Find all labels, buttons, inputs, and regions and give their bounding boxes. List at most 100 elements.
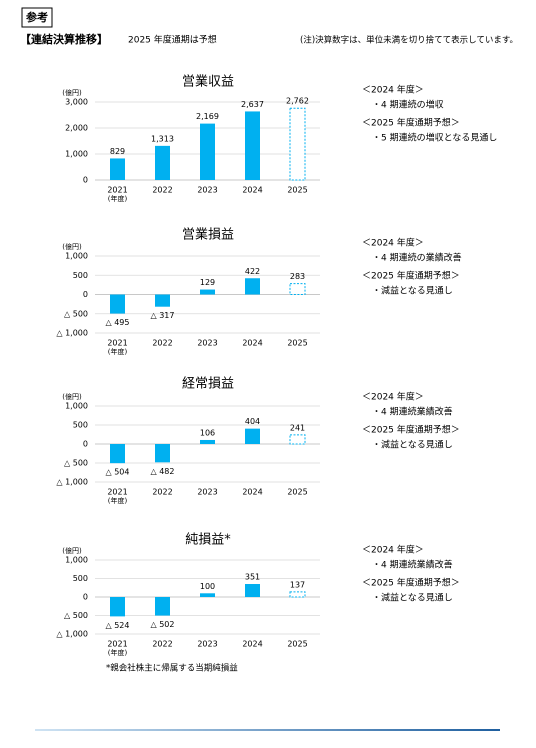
- bar: [155, 444, 170, 463]
- x-tick-label: 2022: [152, 186, 172, 195]
- comment-item: ・減益となる見通し: [372, 285, 453, 297]
- bar: [155, 597, 170, 616]
- data-label: 1,313: [151, 134, 174, 143]
- tag-box: [21, 7, 53, 28]
- x-tick-label: 2024: [242, 339, 262, 348]
- x-unit: (年度): [108, 194, 128, 203]
- data-label: 241: [290, 423, 305, 432]
- bar: [245, 584, 260, 597]
- data-label: 2,169: [196, 112, 219, 121]
- y-axis-label: (億円): [62, 88, 82, 97]
- comment-item: ・5 期連続の増収となる見通し: [372, 132, 497, 144]
- comment-heading: ＜2025 年度通期予想＞: [362, 424, 460, 436]
- data-label: △ 504: [106, 468, 130, 477]
- comment-item: ・4 期連続業績改善: [372, 406, 453, 418]
- y-tick-label: △ 1,000: [56, 630, 88, 639]
- data-label: △ 524: [106, 621, 130, 630]
- data-label: 106: [200, 428, 215, 437]
- x-tick-label: 2021: [107, 488, 127, 497]
- subtitle: 2025 年度通期は予想: [128, 34, 217, 46]
- comment-heading: ＜2024 年度＞: [362, 391, 424, 403]
- comment-heading: ＜2025 年度通期予想＞: [362, 117, 460, 129]
- data-label: △ 495: [106, 318, 130, 327]
- comment-item: ・4 期連続の業績改善: [372, 252, 462, 264]
- data-label: 137: [290, 580, 305, 589]
- y-tick-label: △ 1,000: [56, 478, 88, 487]
- y-tick-label: 3,000: [65, 98, 88, 107]
- comment-heading: ＜2024 年度＞: [362, 84, 424, 96]
- chart-title: 純損益*: [185, 533, 231, 548]
- comment-item: ・減益となる見通し: [372, 592, 453, 604]
- footnote: *親会社株主に帰属する当期純損益: [106, 663, 238, 674]
- bar: [155, 145, 170, 180]
- x-unit: (年度): [108, 347, 128, 356]
- y-axis-label: (億円): [62, 546, 82, 555]
- y-tick-label: △ 1,000: [56, 329, 88, 338]
- x-tick-label: 2025: [287, 488, 307, 497]
- x-tick-label: 2025: [287, 186, 307, 195]
- x-tick-label: 2024: [242, 488, 262, 497]
- x-tick-label: 2022: [152, 640, 172, 649]
- data-label: △ 502: [151, 620, 175, 629]
- data-label: 283: [290, 272, 305, 281]
- y-tick-label: △ 500: [64, 459, 88, 468]
- x-tick-label: 2023: [197, 339, 217, 348]
- comment-item: ・4 期連続の増収: [372, 99, 444, 111]
- bar: [289, 107, 306, 181]
- bottom-rule: [35, 729, 500, 731]
- comment-heading: ＜2024 年度＞: [362, 237, 424, 249]
- data-label: 2,762: [286, 97, 309, 106]
- bar: [200, 123, 215, 180]
- y-tick-label: 1,000: [65, 402, 88, 411]
- bar: [110, 158, 125, 180]
- bar: [289, 434, 306, 445]
- comment-heading: ＜2024 年度＞: [362, 544, 424, 556]
- y-tick-label: 0: [83, 176, 88, 185]
- y-axis-label: (億円): [62, 392, 82, 401]
- y-tick-label: 500: [73, 421, 88, 430]
- x-tick-label: 2024: [242, 186, 262, 195]
- comment-heading: ＜2025 年度通期予想＞: [362, 577, 460, 589]
- comment-item: ・4 期連続業績改善: [372, 559, 453, 571]
- data-label: 129: [200, 278, 215, 287]
- bar: [110, 444, 125, 464]
- note: (注)決算数字は、単位未満を切り捨てて表示しています。: [300, 35, 518, 46]
- bar: [200, 593, 215, 597]
- data-label: 404: [245, 417, 260, 426]
- x-unit: (年度): [108, 496, 128, 505]
- bar: [200, 439, 215, 444]
- bar: [110, 294, 125, 314]
- data-label: △ 317: [151, 311, 175, 320]
- x-tick-label: 2021: [107, 339, 127, 348]
- comment-item: ・減益となる見通し: [372, 439, 453, 451]
- chart-title: 営業収益: [182, 74, 234, 90]
- bar: [200, 289, 215, 295]
- x-tick-label: 2022: [152, 488, 172, 497]
- y-tick-label: 1,000: [65, 556, 88, 565]
- y-tick-label: 0: [83, 290, 88, 299]
- y-axis-label: (億円): [62, 242, 82, 251]
- y-tick-label: 500: [73, 271, 88, 280]
- x-tick-label: 2023: [197, 186, 217, 195]
- y-tick-label: △ 500: [64, 309, 88, 318]
- y-tick-label: 1,000: [65, 150, 88, 159]
- x-tick-label: 2021: [107, 640, 127, 649]
- y-tick-label: 0: [83, 440, 88, 449]
- data-label: 351: [245, 573, 260, 582]
- data-label: 829: [110, 147, 125, 156]
- bar: [110, 597, 125, 617]
- y-tick-label: 1,000: [65, 252, 88, 261]
- x-tick-label: 2022: [152, 339, 172, 348]
- bar: [245, 428, 260, 444]
- x-unit: (年度): [108, 648, 128, 657]
- bar: [245, 278, 260, 295]
- x-tick-label: 2025: [287, 640, 307, 649]
- y-tick-label: 0: [83, 593, 88, 602]
- chart-title: 経常損益: [182, 377, 234, 392]
- x-tick-label: 2025: [287, 339, 307, 348]
- y-tick-label: △ 500: [64, 611, 88, 620]
- bar: [245, 111, 260, 180]
- data-label: 422: [245, 267, 260, 276]
- data-label: △ 482: [151, 467, 175, 476]
